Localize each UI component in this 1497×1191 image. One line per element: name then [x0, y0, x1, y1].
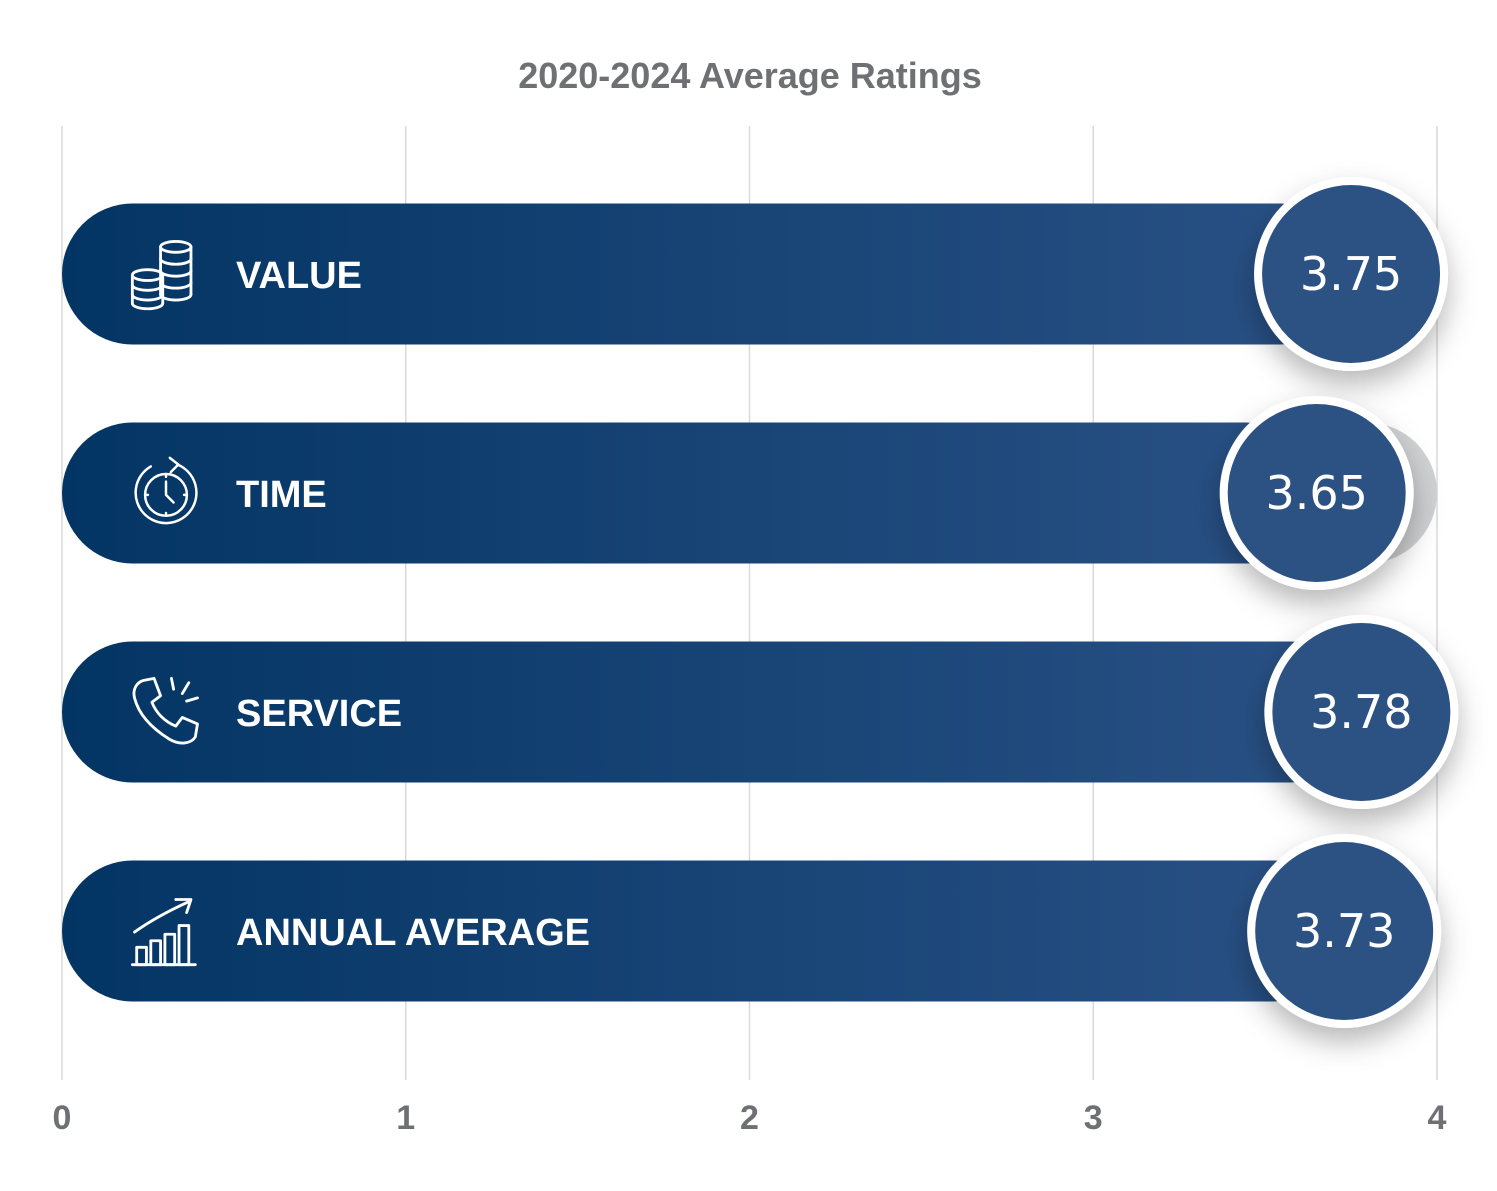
bar-value-label: 3.73 — [1293, 904, 1395, 958]
x-tick-label: 2 — [740, 1099, 759, 1137]
bars: VALUE 3.75 TIME 3.65 SERVICE 3.78 ANNUAL AVERA… — [62, 177, 1459, 1028]
bar-value-label: 3.78 — [1310, 685, 1412, 739]
x-axis-ticks: 0 1 2 3 4 — [53, 1099, 1447, 1137]
x-tick-label: 1 — [396, 1099, 415, 1137]
bar — [62, 641, 1362, 783]
bar — [62, 860, 1345, 1002]
x-tick-label: 4 — [1428, 1099, 1447, 1137]
bar-value-label: 3.75 — [1300, 247, 1402, 301]
bar-category-label: SERVICE — [236, 693, 402, 735]
bar-category-label: VALUE — [236, 255, 362, 297]
value-bubble — [1227, 404, 1406, 582]
value-bubble — [1272, 623, 1451, 801]
value-bubble — [1255, 842, 1434, 1020]
x-tick-label: 0 — [53, 1099, 72, 1137]
bar — [62, 422, 1317, 564]
bar-row: VALUE 3.75 — [62, 177, 1449, 371]
bar — [62, 203, 1352, 345]
x-tick-label: 3 — [1084, 1099, 1103, 1137]
value-bubble — [1262, 185, 1441, 363]
bar-row: ANNUAL AVERAGE 3.73 — [62, 834, 1442, 1028]
bar-row: TIME 3.65 — [62, 396, 1437, 590]
bar-category-label: TIME — [236, 474, 327, 516]
chart-title: 2020-2024 Average Ratings — [518, 55, 982, 96]
bar-category-label: ANNUAL AVERAGE — [236, 912, 590, 954]
bar-row: SERVICE 3.78 — [62, 615, 1459, 809]
bar-value-label: 3.65 — [1265, 466, 1367, 520]
